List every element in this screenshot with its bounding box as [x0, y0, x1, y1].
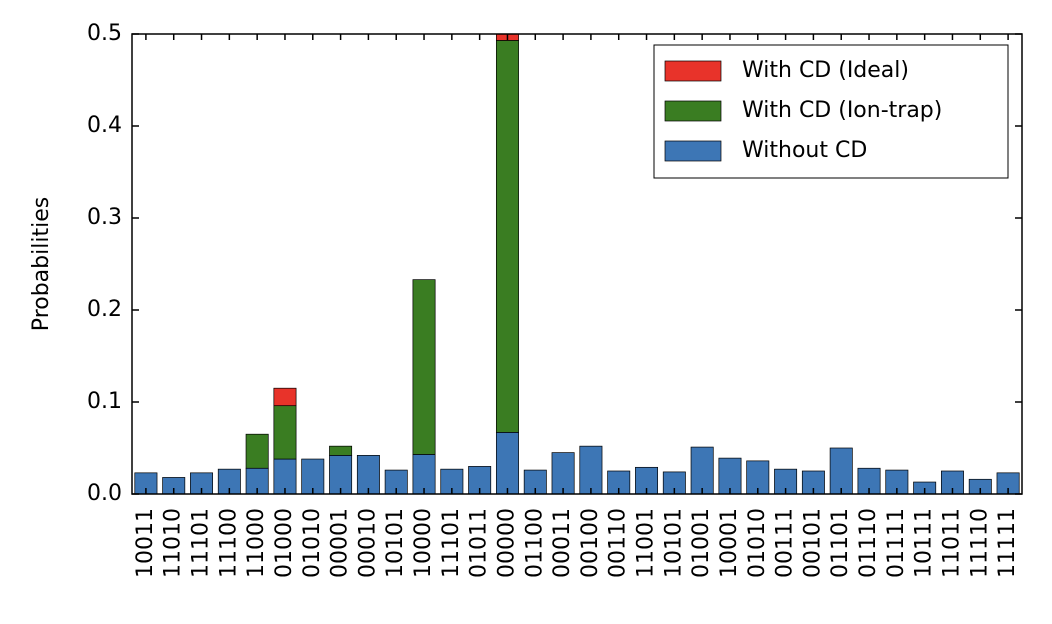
bar-segment	[412, 279, 436, 455]
bar-segment	[329, 445, 353, 456]
y-tick-label: 0.5	[87, 21, 122, 46]
x-tick-label: 10101	[661, 508, 686, 578]
x-tick-label: 00111	[773, 508, 798, 578]
y-tick-label: 0.4	[87, 113, 122, 138]
x-tick-label: 11111	[995, 508, 1020, 578]
legend-swatch	[664, 100, 722, 122]
x-tick-label: 01111	[884, 508, 909, 578]
y-tick-label: 0.2	[87, 297, 122, 322]
x-tick-label: 10101	[383, 508, 408, 578]
x-tick-label: 00101	[800, 508, 825, 578]
x-tick-label: 01101	[828, 508, 853, 578]
x-tick-label: 01011	[467, 508, 492, 578]
bar-segment	[495, 40, 519, 433]
legend-label: With CD (Ion-trap)	[742, 98, 942, 123]
y-tick-label: 0.0	[87, 481, 122, 506]
bar-segment	[273, 405, 297, 460]
bar-segment	[551, 452, 575, 495]
x-tick-label: 11000	[244, 508, 269, 578]
y-tick-label: 0.3	[87, 205, 122, 230]
bar-segment	[273, 387, 297, 407]
bar-segment	[690, 446, 714, 495]
x-tick-label: 00110	[606, 508, 631, 578]
x-tick-label: 00011	[550, 508, 575, 578]
bar-segment	[245, 433, 269, 469]
y-axis-label: Probabilities	[29, 197, 54, 331]
x-tick-label: 01110	[856, 508, 881, 578]
x-tick-label: 11101	[439, 508, 464, 578]
legend-swatch	[664, 140, 722, 162]
x-tick-label: 00010	[355, 508, 380, 578]
x-tick-label: 01001	[689, 508, 714, 578]
x-tick-label: 10011	[133, 508, 158, 578]
legend-swatch	[664, 60, 722, 82]
x-tick-label: 11110	[967, 508, 992, 578]
x-tick-label: 01010	[300, 508, 325, 578]
x-tick-label: 01010	[745, 508, 770, 578]
x-tick-label: 11010	[161, 508, 186, 578]
y-tick-label: 0.1	[87, 389, 122, 414]
x-tick-label: 11001	[634, 508, 659, 578]
x-tick-label: 10001	[717, 508, 742, 578]
x-tick-label: 10000	[411, 508, 436, 578]
bar-segment	[579, 445, 603, 495]
legend-label: Without CD	[742, 138, 867, 163]
bar-segment	[829, 447, 853, 495]
legend-label: With CD (Ideal)	[742, 58, 909, 83]
x-tick-label: 11100	[216, 508, 241, 578]
x-tick-label: 10111	[912, 508, 937, 578]
x-tick-label: 00000	[494, 508, 519, 578]
x-tick-label: 11011	[939, 508, 964, 578]
plot-frame	[131, 33, 1023, 495]
x-tick-label: 00001	[328, 508, 353, 578]
x-tick-label: 00100	[578, 508, 603, 578]
x-tick-label: 11101	[189, 508, 214, 578]
bar-segment	[495, 432, 519, 495]
x-tick-label: 01100	[522, 508, 547, 578]
x-tick-label: 01000	[272, 508, 297, 578]
